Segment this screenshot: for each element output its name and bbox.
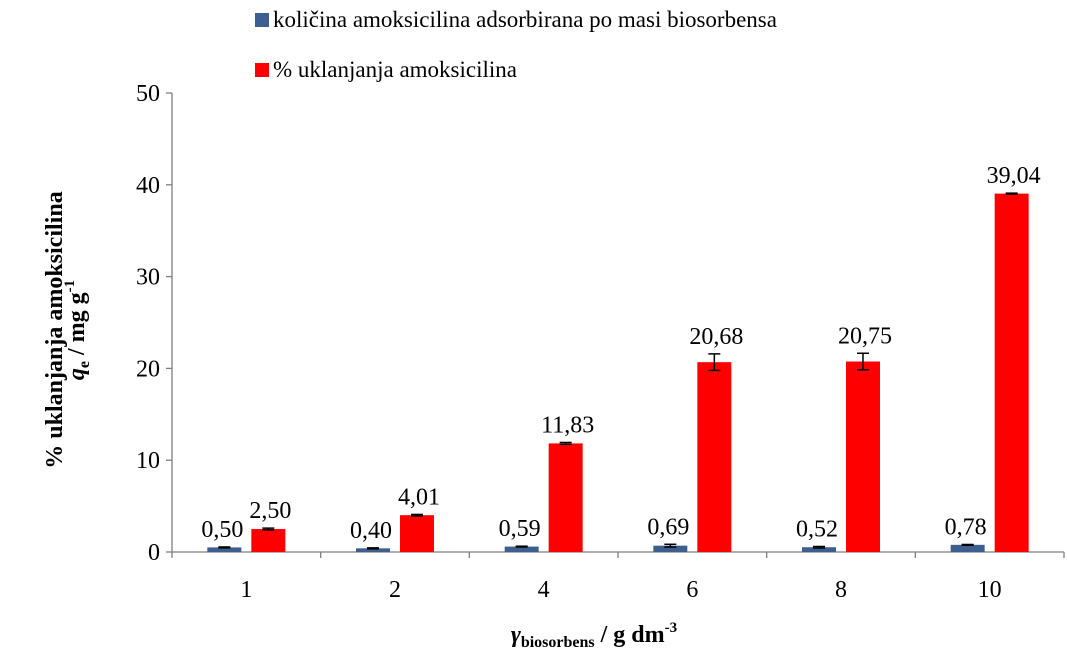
legend-swatch-blue xyxy=(255,13,269,27)
data-label-removal: 4,01 xyxy=(398,484,440,510)
bar-adsorbed xyxy=(504,546,539,552)
x-axis-title: γbiosorbens / g dm-3 xyxy=(511,620,677,651)
bar-removal xyxy=(251,529,286,552)
x-tick-label: 10 xyxy=(978,577,1002,603)
data-label-adsorbed: 0,52 xyxy=(796,516,838,542)
data-label-adsorbed: 0,59 xyxy=(499,516,541,542)
data-labels: 1 0,502,50 2 0,404,01 4 0,59 11,83 6 0,69 20,68 8 0… xyxy=(201,163,1040,603)
data-label-removal: 39,04 xyxy=(987,163,1041,189)
bar-adsorbed xyxy=(950,544,985,552)
y-axis-title: qe / mg g-1 xyxy=(62,280,93,380)
bar-adsorbed xyxy=(207,547,242,552)
legend-item-removal: % uklanjanja amoksicilina xyxy=(255,56,777,84)
bar-adsorbed xyxy=(653,545,688,552)
legend-label-removal: % uklanjanja amoksicilina xyxy=(273,57,517,82)
y-tick-label: 40 xyxy=(136,173,160,199)
bar-removal xyxy=(697,362,732,552)
x-tick-label: 4 xyxy=(538,577,550,603)
data-label-removal: 20,68 xyxy=(689,324,743,350)
y-tick-label: 20 xyxy=(136,356,160,382)
data-label-removal: 11,83 xyxy=(541,412,594,438)
x-tick-label: 2 xyxy=(389,577,401,603)
legend-swatch-red xyxy=(255,63,269,77)
data-label-adsorbed: 0,69 xyxy=(647,514,689,540)
bar-adsorbed xyxy=(356,548,390,552)
y-axis-title-line2: % uklanjanja amoksicilina xyxy=(42,191,68,468)
bar-removal xyxy=(994,193,1029,552)
axes: 0 10 20 30 40 50 xyxy=(136,81,1065,566)
y-tick-label: 50 xyxy=(136,81,160,107)
x-tick-label: 6 xyxy=(686,577,698,603)
data-label-removal: 20,75 xyxy=(838,323,892,349)
legend-item-adsorbed: količina amoksicilina adsorbirana po mas… xyxy=(255,6,777,34)
legend: količina amoksicilina adsorbirana po mas… xyxy=(255,6,777,106)
data-label-adsorbed: 0,50 xyxy=(201,517,243,543)
bars xyxy=(207,192,1029,552)
data-label-adsorbed: 0,40 xyxy=(350,518,392,544)
x-tick-label: 1 xyxy=(240,577,252,603)
x-tick-label: 8 xyxy=(835,577,847,603)
y-tick-label: 30 xyxy=(136,265,160,291)
bar-removal xyxy=(548,443,583,552)
data-label-removal: 2,50 xyxy=(249,498,291,524)
bar-adsorbed xyxy=(802,547,836,552)
data-label-adsorbed: 0,78 xyxy=(945,514,987,540)
bar-removal xyxy=(400,515,434,552)
bar-removal xyxy=(846,361,880,552)
y-tick-label: 10 xyxy=(136,448,160,474)
y-tick-label: 0 xyxy=(148,540,160,566)
legend-label-adsorbed: količina amoksicilina adsorbirana po mas… xyxy=(273,7,777,32)
